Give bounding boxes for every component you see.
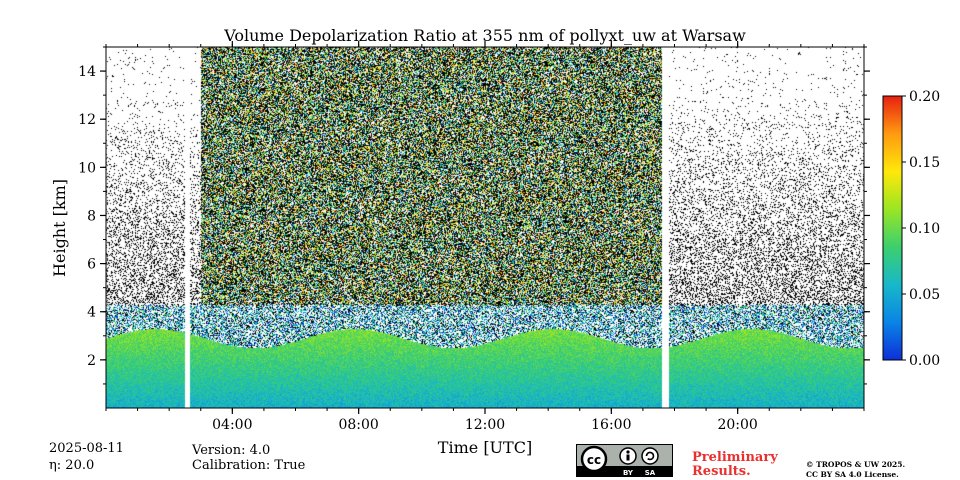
y-tick-label: 2 bbox=[87, 353, 96, 369]
y-tick-label: 14 bbox=[78, 64, 96, 80]
heatmap-image bbox=[106, 47, 864, 408]
chart-title: Volume Depolarization Ratio at 355 nm of… bbox=[223, 26, 746, 45]
license-line: CC BY SA 4.0 License. bbox=[806, 470, 899, 479]
y-tick-label: 4 bbox=[87, 305, 96, 321]
colorbar-tick-label: 0.05 bbox=[909, 287, 940, 303]
copyright-line: © TROPOS & UW 2025. bbox=[806, 460, 906, 469]
x-axis: 04:00 08:00 12:00 16:00 20:00 bbox=[105, 41, 865, 433]
date-label: 2025-08-11 bbox=[49, 441, 124, 456]
svg-text:SA: SA bbox=[645, 469, 656, 476]
x-tick-label: 04:00 bbox=[212, 417, 252, 433]
svg-text:cc: cc bbox=[587, 453, 601, 467]
y-tick-label: 12 bbox=[78, 112, 96, 128]
y-tick-label: 8 bbox=[87, 208, 96, 224]
y-axis-label: Height [km] bbox=[50, 179, 69, 277]
colorbar-tick-label: 0.00 bbox=[909, 353, 940, 369]
colorbar-ticks: 0.00 0.05 0.10 0.15 0.20 bbox=[902, 89, 940, 369]
x-tick-label: 08:00 bbox=[338, 417, 378, 433]
colorbar-tick-label: 0.20 bbox=[909, 89, 940, 105]
x-tick-label: 12:00 bbox=[465, 417, 505, 433]
cc-by-sa-icon: cc BY SA bbox=[576, 444, 673, 477]
colorbar-tick-label: 0.15 bbox=[909, 155, 940, 171]
x-axis-label: Time [UTC] bbox=[438, 438, 532, 457]
y-axis: 2 4 6 8 10 12 14 bbox=[78, 46, 870, 385]
colorbar-tick-label: 0.10 bbox=[909, 221, 940, 237]
eta-label: η: 20.0 bbox=[49, 458, 95, 473]
x-tick-label: 16:00 bbox=[591, 417, 631, 433]
x-tick-label: 20:00 bbox=[717, 417, 757, 433]
y-tick-label: 6 bbox=[87, 257, 96, 273]
calibration-label: Calibration: True bbox=[192, 458, 306, 473]
colorbar bbox=[882, 95, 903, 361]
y-tick-label: 10 bbox=[78, 160, 96, 176]
preliminary-results-label: Preliminary bbox=[692, 450, 778, 465]
svg-text:BY: BY bbox=[623, 469, 634, 476]
version-label: Version: 4.0 bbox=[192, 443, 271, 458]
preliminary-results-label-2: Results. bbox=[692, 464, 751, 479]
